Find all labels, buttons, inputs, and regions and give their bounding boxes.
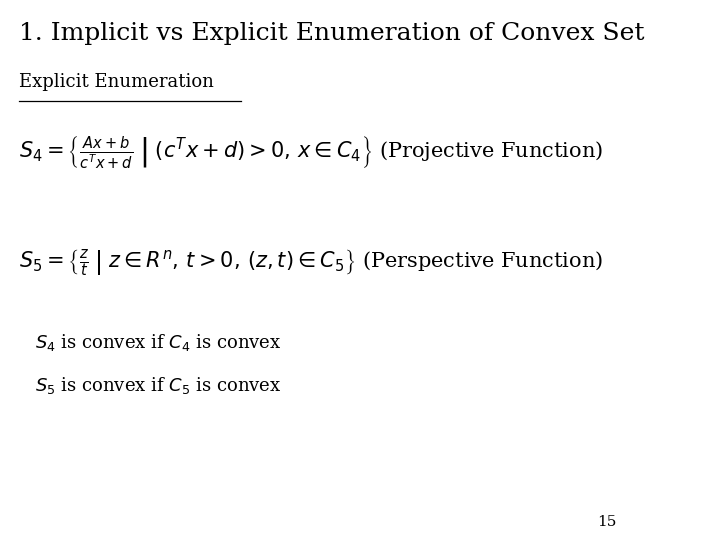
Text: $S_5$ is convex if $C_5$ is convex: $S_5$ is convex if $C_5$ is convex [35,375,282,396]
Text: $S_4 = \left\{ \frac{Ax + b}{c^Tx + d} \;\middle|\; (c^Tx + d) > 0,\, x \in C_4 : $S_4 = \left\{ \frac{Ax + b}{c^Tx + d} \… [19,135,603,172]
Text: $S_5 = \left\{ \frac{z}{t} \;\middle|\; z \in R^n,\, t > 0,\, (z,t) \in C_5 \rig: $S_5 = \left\{ \frac{z}{t} \;\middle|\; … [19,248,603,279]
Text: 1. Implicit vs Explicit Enumeration of Convex Set: 1. Implicit vs Explicit Enumeration of C… [19,22,644,45]
Text: 15: 15 [598,515,617,529]
Text: Explicit Enumeration: Explicit Enumeration [19,73,214,91]
Text: $S_4$ is convex if $C_4$ is convex: $S_4$ is convex if $C_4$ is convex [35,332,282,353]
